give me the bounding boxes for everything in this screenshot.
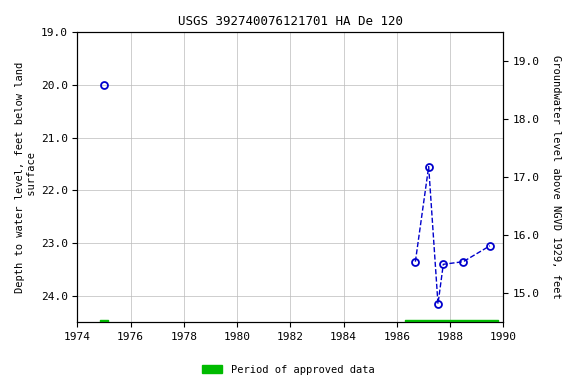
Title: USGS 392740076121701 HA De 120: USGS 392740076121701 HA De 120 [178, 15, 403, 28]
Legend: Period of approved data: Period of approved data [198, 361, 378, 379]
Y-axis label: Groundwater level above NGVD 1929, feet: Groundwater level above NGVD 1929, feet [551, 55, 561, 299]
Y-axis label: Depth to water level, feet below land
 surface: Depth to water level, feet below land su… [15, 61, 37, 293]
